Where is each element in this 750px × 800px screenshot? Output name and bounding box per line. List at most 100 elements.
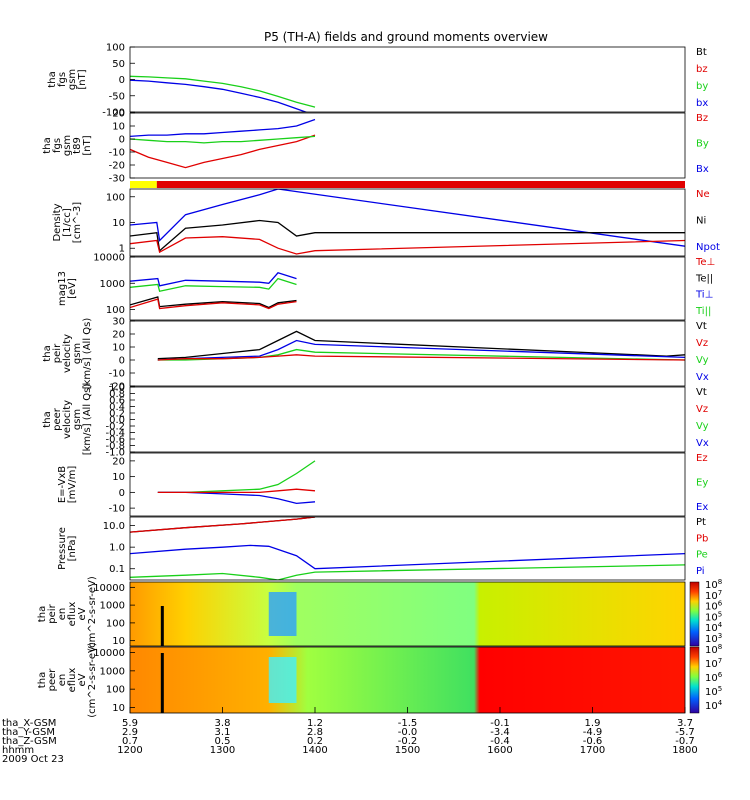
x-row-label: tha_Z-GSM: [2, 736, 57, 747]
series-By: [130, 135, 316, 144]
series-Pi: [130, 544, 685, 570]
legend-Vy: Vy: [696, 355, 709, 366]
series-group: [157, 330, 685, 361]
y-axis-title: E=-VxB[mV/m]: [57, 466, 78, 504]
x-row-value: 2.9: [122, 727, 138, 738]
x-row-value: 1600: [487, 745, 512, 756]
y-axis-title: Density[1/cc][cm^-3]: [52, 202, 83, 243]
series-Ez: [157, 488, 316, 494]
y-tick-label: 20: [112, 330, 125, 341]
legend-Ti||: Ti||: [695, 306, 711, 317]
colorbar-label: 108: [705, 578, 722, 591]
legend-Bx: Bx: [696, 164, 709, 175]
panels: 100500-50-100thafgsgsm[nT]Btbzbybx20100-…: [37, 43, 723, 718]
x-row-value: 2.8: [307, 727, 323, 738]
legend-bx: bx: [696, 98, 708, 109]
y-tick-label: -100: [102, 108, 125, 119]
legend-Te⊥: Te⊥: [695, 257, 715, 268]
date-label: 2009 Oct 23: [2, 754, 64, 765]
x-row-label: tha_Y-GSM: [2, 727, 55, 738]
legend-Pt: Pt: [696, 517, 706, 528]
legend-Bz: Bz: [696, 113, 708, 124]
series-Ni: [130, 219, 685, 252]
spectrogram-field: [130, 647, 685, 713]
colorbar-label: 104: [705, 699, 723, 712]
panel-frame: [129, 452, 686, 517]
y-tick-label: -20: [109, 382, 125, 393]
y-tick-label: 10000: [93, 583, 125, 594]
y-axis-title: thapeerenefluxeV(cm^2-s-sr-eV): [37, 642, 98, 718]
x-row-value: -3.4: [490, 727, 510, 738]
series-bx: [130, 79, 308, 112]
x-row-value: -1.5: [398, 718, 418, 729]
x-row-value: -0.0: [398, 727, 418, 738]
y-tick-label: 10000: [93, 648, 125, 659]
spectrogram: [130, 647, 685, 713]
y-axis-title: mag13[eV]: [57, 271, 78, 306]
y-tick-label: 0.0: [109, 415, 125, 426]
spectrogram-feature: [268, 657, 297, 703]
y-tick-label: 10: [112, 122, 125, 133]
legend-Vt: Vt: [696, 387, 707, 398]
y-tick-label: 1: [119, 244, 125, 255]
panel-frame: [129, 516, 686, 581]
legend-Bt: Bt: [696, 47, 707, 58]
x-row-value: 0.5: [215, 736, 231, 747]
legend-Te||: Te||: [695, 273, 713, 284]
colorbar-label: 105: [705, 610, 722, 623]
series-Vz: [157, 354, 685, 361]
x-row-value: 1.9: [585, 718, 601, 729]
y-axis-title: thapeervelocitygsm[km/s] (All Qs): [42, 384, 93, 456]
spectrogram-feature: [268, 592, 297, 636]
legend-Vt: Vt: [696, 321, 707, 332]
series-Ex: [157, 491, 316, 505]
y-tick-label: 20: [112, 109, 125, 120]
panel-7: 1.00.80.60.40.20.0-0.2-0.4-0.6-0.8-1.0 th…: [42, 383, 709, 459]
x-row-value: 5.9: [122, 718, 138, 729]
series-group: [130, 75, 316, 112]
panel-frame: [129, 256, 686, 321]
series-Ti||: [130, 277, 297, 292]
spectrogram: [130, 582, 685, 646]
legend-Pi: Pi: [696, 566, 705, 577]
y-tick-label: 20: [112, 456, 125, 467]
panel-frame: [129, 581, 686, 647]
panel-frame: [129, 46, 686, 113]
colorbar-label: 103: [705, 632, 722, 645]
panel-frame: [129, 188, 686, 257]
panel-frame: [129, 386, 686, 453]
y-tick-label: 100: [106, 192, 125, 203]
y-tick-label: 1000: [100, 279, 125, 290]
series-Vt: [157, 330, 685, 360]
legend-Vx: Vx: [696, 372, 709, 383]
x-row-value: 1700: [580, 745, 605, 756]
x-row-label: tha_X-GSM: [2, 718, 56, 729]
x-row-value: -0.4: [490, 736, 510, 747]
legend-Npot: Npot: [696, 242, 720, 253]
panel-9: 10.0 1.0 0.1 Pressure[nPa] Pt Pb Pe Pi: [57, 516, 708, 581]
y-tick-label: 0.4: [109, 402, 125, 413]
legend-Ti⊥: Ti⊥: [695, 290, 713, 301]
y-tick-label: -50: [109, 91, 125, 102]
series-group: [130, 118, 316, 169]
legend-Pe: Pe: [696, 550, 708, 561]
y-tick-label: 30: [112, 317, 125, 328]
y-axis-title: thafgsgsmt89[nT]: [42, 135, 93, 156]
x-row-value: -4.9: [583, 727, 603, 738]
data-gap-marker: [160, 653, 164, 713]
y-tick-label: 10.0: [103, 521, 125, 532]
y-tick-label: -0.8: [105, 441, 125, 452]
legend-Ne: Ne: [696, 189, 710, 200]
mode-segment-1: [156, 181, 685, 188]
series-by: [130, 75, 316, 108]
colorbar-scale: [689, 646, 700, 714]
colorbar-label: 105: [705, 685, 722, 698]
x-row-value: -0.2: [398, 736, 418, 747]
legend-Ni: Ni: [696, 216, 706, 227]
y-tick-label: -10: [109, 504, 125, 515]
y-tick-label: 0.1: [109, 564, 125, 575]
y-tick-label: 10: [112, 343, 125, 354]
